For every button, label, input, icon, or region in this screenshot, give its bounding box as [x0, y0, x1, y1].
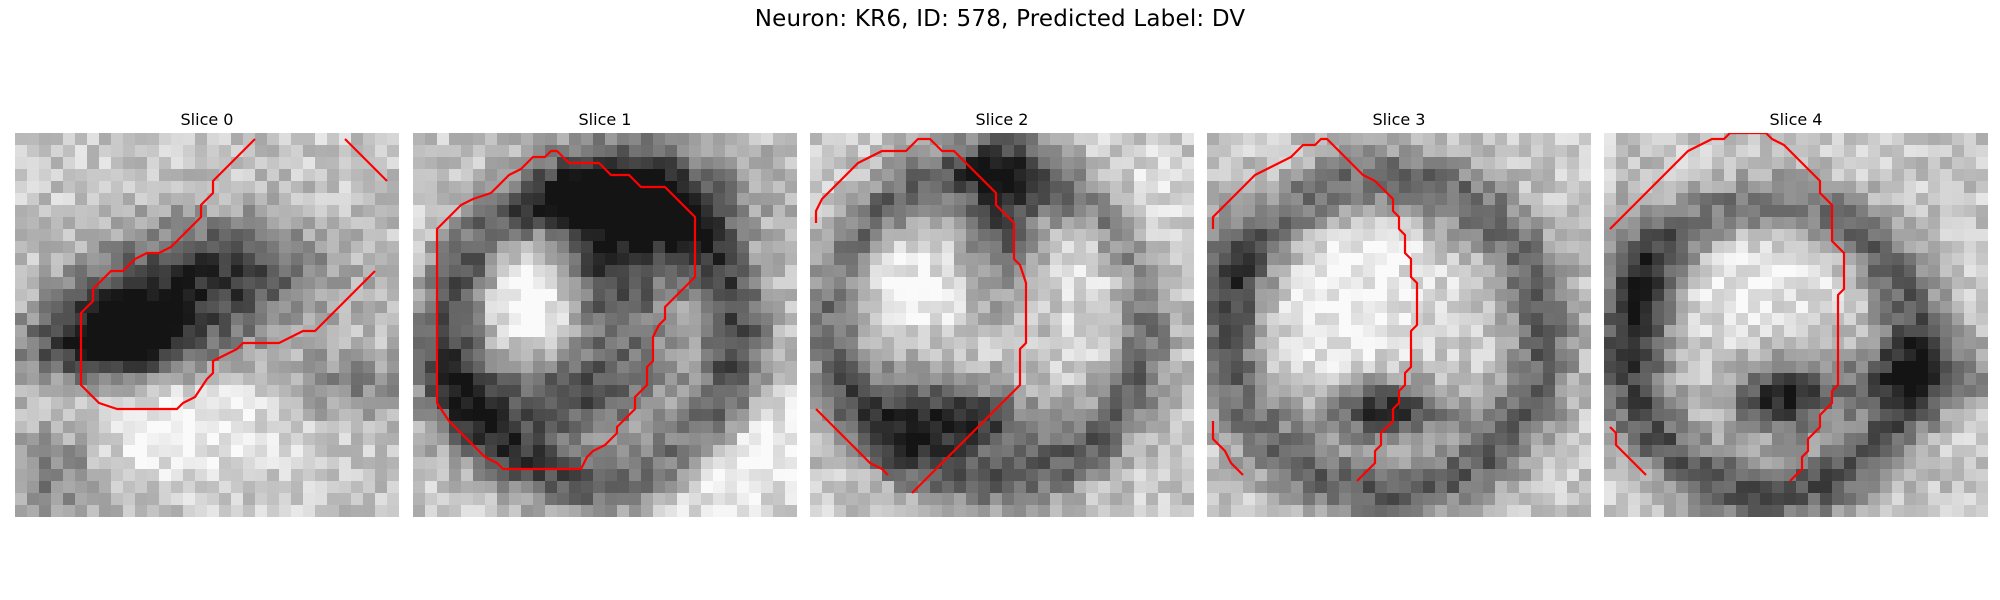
slice-panel-0: Slice 0 [15, 108, 399, 517]
slice-title-2: Slice 2 [975, 110, 1029, 129]
pixel-grid [1207, 133, 1591, 517]
contour-line [344, 138, 388, 182]
slice-image-1 [413, 133, 797, 517]
pixel-grid [1604, 133, 1988, 517]
contour-line [1211, 137, 1419, 482]
pixel-grid [413, 133, 797, 517]
contour-line [815, 408, 889, 476]
slice-title-4: Slice 4 [1769, 110, 1823, 129]
contour-line [79, 138, 376, 411]
contour-line [1609, 133, 1846, 482]
slice-title-3: Slice 3 [1372, 110, 1426, 129]
slice-panel-2: Slice 2 [810, 108, 1194, 517]
pixel-grid [15, 133, 399, 517]
pixel-grid [810, 133, 1194, 517]
slice-panel-1: Slice 1 [413, 108, 797, 517]
slice-image-4 [1604, 133, 1988, 517]
contour-line [1609, 426, 1647, 476]
slice-title-1: Slice 1 [578, 110, 632, 129]
figure-title: Neuron: KR6, ID: 578, Predicted Label: D… [754, 6, 1246, 32]
slice-panel-4: Slice 4 [1604, 108, 1988, 517]
contour-line [1211, 421, 1244, 476]
slice-image-3 [1207, 133, 1591, 517]
contour-line [435, 149, 697, 471]
slice-panel-3: Slice 3 [1207, 108, 1591, 517]
contour-line [814, 137, 1028, 494]
slice-image-0 [15, 133, 399, 517]
slice-title-0: Slice 0 [180, 110, 234, 129]
slice-image-2 [810, 133, 1194, 517]
